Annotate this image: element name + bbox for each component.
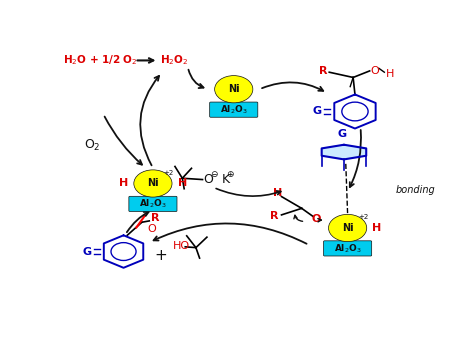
Text: $\ominus$: $\ominus$ xyxy=(210,169,219,179)
Text: R: R xyxy=(270,211,278,221)
Text: +: + xyxy=(154,248,167,263)
Text: O: O xyxy=(203,173,213,186)
Circle shape xyxy=(215,75,253,103)
Text: H$_2$O$_2$: H$_2$O$_2$ xyxy=(160,53,189,67)
Text: Ni: Ni xyxy=(342,223,354,233)
Text: +2: +2 xyxy=(164,170,173,176)
FancyBboxPatch shape xyxy=(324,241,372,256)
Text: O: O xyxy=(312,214,321,224)
Text: HO: HO xyxy=(173,241,190,251)
Text: bonding: bonding xyxy=(395,185,435,195)
Text: G: G xyxy=(313,106,322,117)
Text: H$_2$O + 1/2 O$_2$: H$_2$O + 1/2 O$_2$ xyxy=(63,53,137,67)
Text: H: H xyxy=(178,178,187,188)
Circle shape xyxy=(134,170,172,197)
Text: H: H xyxy=(273,188,283,198)
Text: H: H xyxy=(385,69,394,79)
Polygon shape xyxy=(322,145,366,159)
Text: Ni: Ni xyxy=(147,178,159,188)
Text: H: H xyxy=(372,223,382,233)
Text: O$_2$: O$_2$ xyxy=(84,138,100,153)
FancyBboxPatch shape xyxy=(210,102,258,117)
Text: +2: +2 xyxy=(358,215,368,221)
Text: O: O xyxy=(147,224,156,234)
Text: Al$_2$O$_3$: Al$_2$O$_3$ xyxy=(220,103,247,116)
Text: R: R xyxy=(319,66,328,76)
Text: O: O xyxy=(371,66,380,76)
Text: G: G xyxy=(337,130,346,139)
Text: R: R xyxy=(151,213,160,223)
Text: H: H xyxy=(119,178,128,188)
Text: Al$_2$O$_3$: Al$_2$O$_3$ xyxy=(334,242,362,255)
FancyBboxPatch shape xyxy=(129,196,177,211)
Text: Ni: Ni xyxy=(228,84,239,94)
Text: Al$_2$O$_3$: Al$_2$O$_3$ xyxy=(139,198,167,210)
Text: $\oplus$: $\oplus$ xyxy=(226,169,235,179)
Text: G: G xyxy=(82,246,91,257)
Circle shape xyxy=(328,215,367,242)
Text: K: K xyxy=(222,173,230,186)
